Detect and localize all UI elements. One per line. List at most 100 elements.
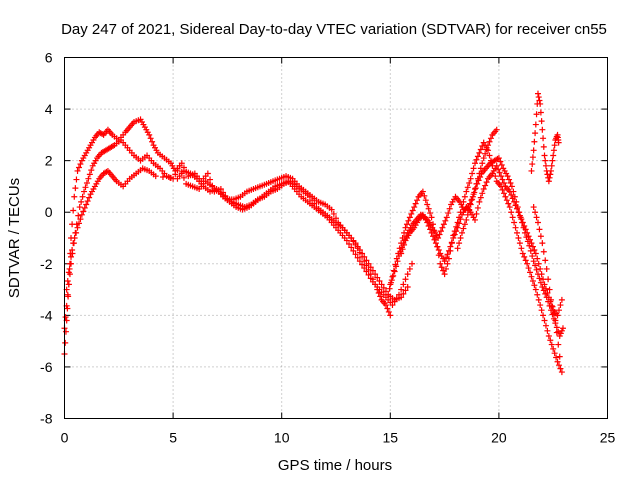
data-point xyxy=(474,153,481,160)
data-point xyxy=(382,302,389,309)
data-point xyxy=(525,233,532,240)
data-point xyxy=(146,131,153,138)
data-point xyxy=(445,255,452,262)
data-point xyxy=(531,138,538,145)
data-point xyxy=(538,307,545,314)
data-point xyxy=(473,180,480,187)
data-point xyxy=(555,341,562,348)
data-point xyxy=(555,362,562,369)
data-point xyxy=(391,298,398,305)
data-point xyxy=(402,224,409,231)
data-point xyxy=(404,271,411,278)
data-point xyxy=(555,139,562,146)
data-point xyxy=(476,149,483,156)
data-point xyxy=(365,271,372,278)
data-point xyxy=(152,173,159,180)
data-point xyxy=(343,237,350,244)
data-point xyxy=(469,170,476,177)
x-tick-labels: 0 5 10 15 20 25 xyxy=(61,430,616,446)
data-point xyxy=(532,286,539,293)
data-point xyxy=(533,111,540,118)
data-point xyxy=(207,176,214,183)
data-point xyxy=(506,204,513,211)
data-point xyxy=(535,94,542,101)
data-point xyxy=(514,229,520,236)
data-point xyxy=(546,174,553,181)
data-point xyxy=(363,268,370,275)
data-point xyxy=(504,173,511,180)
series-track-7 xyxy=(528,90,562,185)
data-point xyxy=(527,269,534,276)
data-point xyxy=(470,191,477,198)
data-point xyxy=(174,167,181,174)
data-point xyxy=(451,231,458,238)
data-point xyxy=(531,247,538,254)
data-point xyxy=(447,243,454,250)
data-point xyxy=(493,162,500,169)
data-point xyxy=(486,138,493,145)
data-point xyxy=(549,157,556,164)
data-point xyxy=(549,303,556,310)
data-point xyxy=(500,179,507,186)
data-point xyxy=(436,231,443,238)
data-point xyxy=(537,279,544,286)
data-point xyxy=(425,222,432,229)
data-point xyxy=(514,205,520,212)
data-point xyxy=(511,198,518,205)
data-point xyxy=(375,290,382,297)
data-point xyxy=(76,204,83,211)
data-point xyxy=(483,179,490,186)
data-point xyxy=(554,358,561,365)
data-point xyxy=(559,325,566,332)
data-point xyxy=(77,216,84,223)
data-point xyxy=(401,241,408,248)
data-point xyxy=(534,90,541,97)
data-point xyxy=(482,182,489,189)
data-point xyxy=(444,251,451,258)
plot-frame xyxy=(64,57,608,419)
data-point xyxy=(530,204,537,211)
data-point xyxy=(356,258,363,265)
data-point xyxy=(540,276,547,283)
data-point xyxy=(474,175,481,182)
data-point xyxy=(542,322,549,329)
data-point xyxy=(540,143,547,150)
data-point xyxy=(464,184,471,191)
data-point xyxy=(461,193,468,200)
data-point xyxy=(167,174,174,181)
data-point xyxy=(393,295,400,302)
data-point xyxy=(515,235,522,241)
series-track-9 xyxy=(454,126,500,252)
data-point xyxy=(547,171,554,178)
data-point xyxy=(404,283,411,290)
data-point xyxy=(470,165,477,172)
data-point xyxy=(495,155,502,162)
data-point xyxy=(81,204,88,211)
data-point xyxy=(512,224,519,231)
data-point xyxy=(480,155,487,162)
data-point xyxy=(398,286,405,293)
data-point xyxy=(472,186,479,193)
data-point xyxy=(66,265,73,272)
data-point xyxy=(75,220,82,227)
data-point xyxy=(486,152,493,159)
data-point xyxy=(422,197,429,204)
data-point xyxy=(82,184,89,191)
data-point xyxy=(516,212,523,219)
data-point xyxy=(480,186,487,193)
data-point xyxy=(394,258,401,265)
data-point xyxy=(479,143,486,150)
data-point xyxy=(527,247,534,254)
data-point xyxy=(64,277,71,284)
data-point xyxy=(445,210,452,217)
data-point xyxy=(352,251,359,258)
data-point xyxy=(437,260,444,267)
data-point xyxy=(78,198,85,205)
data-point xyxy=(81,188,88,195)
data-point xyxy=(473,210,480,217)
series-track-2 xyxy=(61,137,411,332)
data-point xyxy=(176,162,183,169)
data-point xyxy=(536,226,543,233)
data-point xyxy=(86,171,93,178)
data-point xyxy=(367,275,374,282)
